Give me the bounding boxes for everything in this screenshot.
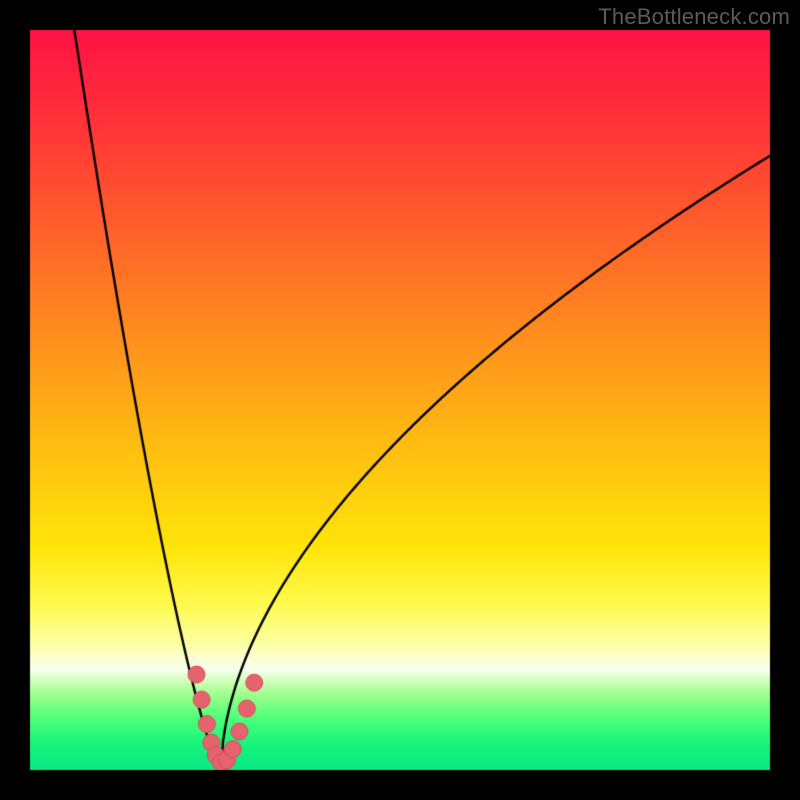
bottleneck-curve-plot <box>0 0 800 800</box>
watermark-text: TheBottleneck.com <box>598 4 790 30</box>
chart-stage: TheBottleneck.com <box>0 0 800 800</box>
